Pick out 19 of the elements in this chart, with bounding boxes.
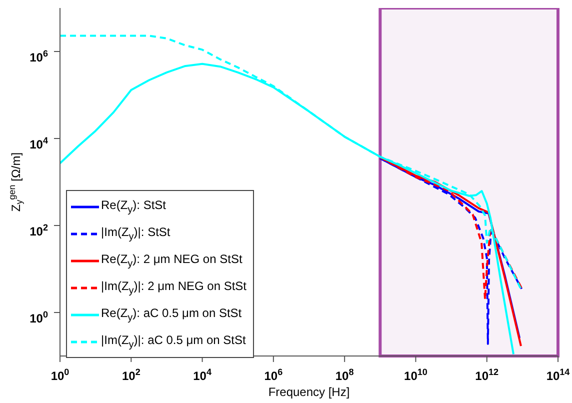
legend-label: Re(Z$_{y}$): aC 0.5 μm on StSt: [101, 306, 242, 324]
legend-label: |Im(Z$_{y}$)|: StSt: [101, 224, 170, 242]
legend-label: Re(Z$_{y}$): StSt: [101, 198, 166, 216]
y-tick-label: 10$^{6}$: [30, 48, 48, 64]
x-tick-label: 10$^{0}$: [50, 366, 70, 383]
y-tick-label: 10$^{0}$: [30, 309, 48, 326]
x-tick-label: 10$^{2}$: [122, 366, 140, 383]
x-tick-label: 10$^{6}$: [264, 366, 283, 383]
x-tick-label: 10$^{12}$: [475, 366, 499, 383]
x-axis-title: Frequency [Hz]: [268, 385, 350, 399]
x-tick-label: 10$^{4}$: [193, 366, 212, 383]
x-tick-label: 10$^{10}$: [404, 366, 428, 383]
x-tick-label: 10$^{14}$: [546, 366, 570, 383]
legend-label: Re(Z$_{y}$): 2 μm NEG on StSt: [101, 252, 242, 270]
y-tick-label: 10$^{4}$: [30, 135, 48, 152]
x-tick-label: 10$^{8}$: [335, 366, 354, 383]
legend-label: |Im(Z$_{y}$)|: aC 0.5 μm on StSt: [101, 332, 246, 350]
legend-label: |Im(Z$_{y}$)|: 2 μm NEG on StSt: [101, 278, 247, 296]
y-tick-label: 10$^{2}$: [30, 222, 48, 238]
